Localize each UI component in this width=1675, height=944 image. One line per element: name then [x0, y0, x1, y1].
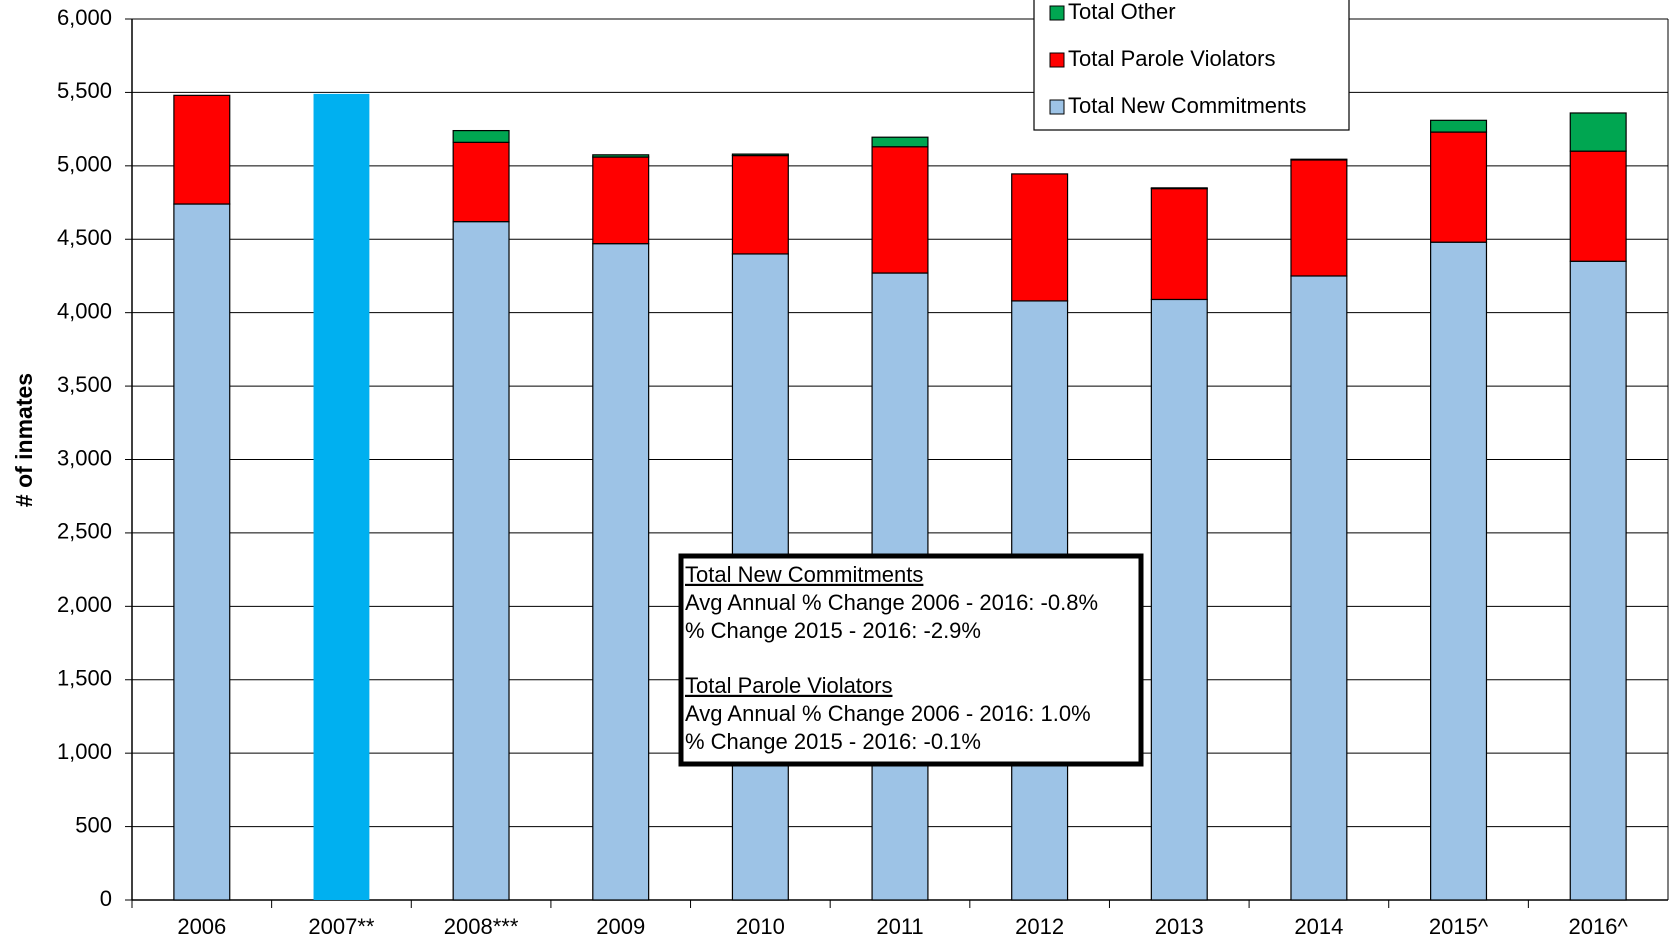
- y-tick-label: 500: [75, 812, 112, 837]
- annotation-line: % Change 2015 - 2016: -0.1%: [685, 729, 981, 754]
- x-tick-label: 2007**: [308, 914, 375, 939]
- bar-segment: [452, 141, 510, 223]
- y-axis-label: # of inmates: [11, 373, 37, 507]
- annotation: Total New Commitments Avg Annual % Change…: [678, 553, 1144, 767]
- y-tick-label: 3,500: [57, 372, 112, 397]
- x-tick-label: 2013: [1155, 914, 1204, 939]
- bar-segment: [1430, 119, 1488, 133]
- annotation-line: Avg Annual % Change 2006 - 2016: -0.8%: [685, 590, 1098, 615]
- bar-segment: [1011, 173, 1069, 302]
- bar-segment: [1430, 131, 1488, 243]
- x-tick-label: 2009: [596, 914, 645, 939]
- legend-box: [1033, 0, 1350, 131]
- bar-segment: [313, 93, 370, 900]
- annotation-line: Avg Annual % Change 2006 - 2016: 1.0%: [685, 701, 1091, 726]
- annotation-heading: Total New Commitments: [685, 562, 923, 587]
- y-tick-label: 6,000: [57, 5, 112, 30]
- bar-segment: [1290, 275, 1348, 901]
- y-tick-label: 2,000: [57, 592, 112, 617]
- annotation-box: [678, 553, 1144, 767]
- x-tick-label: 2006: [177, 914, 226, 939]
- legend-label: Total Other: [1068, 0, 1176, 24]
- annotation-heading: Total Parole Violators: [685, 673, 893, 698]
- x-tick-label: 2011: [876, 914, 923, 939]
- bar-segment: [592, 156, 650, 245]
- x-tick-label: 2014: [1294, 914, 1343, 939]
- bar-segment: [1150, 187, 1208, 190]
- annotation-line: % Change 2015 - 2016: -2.9%: [685, 618, 981, 643]
- y-tick-label: 2,500: [57, 519, 112, 544]
- bar-segment: [173, 203, 231, 901]
- bar-segment: [731, 153, 789, 157]
- bar-segment: [1290, 158, 1348, 161]
- bar-segment: [452, 129, 510, 143]
- bar-segment: [871, 136, 929, 148]
- y-tick-label: 5,500: [57, 78, 112, 103]
- bar-segment: [592, 243, 650, 901]
- x-tick-label: 2012: [1015, 914, 1064, 939]
- legend-swatch: [1049, 5, 1065, 21]
- bar-segment: [1569, 112, 1627, 152]
- legend-label: Total Parole Violators: [1068, 46, 1276, 71]
- bar-segment: [592, 154, 650, 158]
- y-tick-label: 4,500: [57, 225, 112, 250]
- bar-segment: [1150, 298, 1208, 901]
- x-tick-label: 2016^: [1569, 914, 1629, 939]
- legend: Total Other Total Parole Violators Total N…: [1033, 0, 1350, 131]
- bar-segment: [1290, 159, 1348, 277]
- bar-segment: [1569, 150, 1627, 262]
- y-tick-label: 0: [100, 886, 112, 911]
- legend-label: Total New Commitments: [1068, 93, 1306, 118]
- bar-segment: [1430, 241, 1488, 901]
- y-tick-label: 1,500: [57, 666, 112, 691]
- bar-segment: [173, 94, 231, 205]
- y-tick-label: 3,000: [57, 445, 112, 470]
- bar-segment: [871, 146, 929, 274]
- y-tick-label: 4,000: [57, 298, 112, 323]
- y-tick-label: 1,000: [57, 739, 112, 764]
- x-tick-label: 2010: [736, 914, 785, 939]
- y-tick-label: 5,000: [57, 152, 112, 177]
- bar-segment: [731, 154, 789, 255]
- x-tick-label: 2008***: [444, 914, 519, 939]
- legend-swatch: [1049, 52, 1065, 68]
- bar-segment: [452, 221, 510, 901]
- bar-segment: [1569, 260, 1627, 901]
- x-tick-label: 2015^: [1429, 914, 1489, 939]
- bar-segment: [1150, 187, 1208, 301]
- legend-swatch: [1049, 99, 1065, 115]
